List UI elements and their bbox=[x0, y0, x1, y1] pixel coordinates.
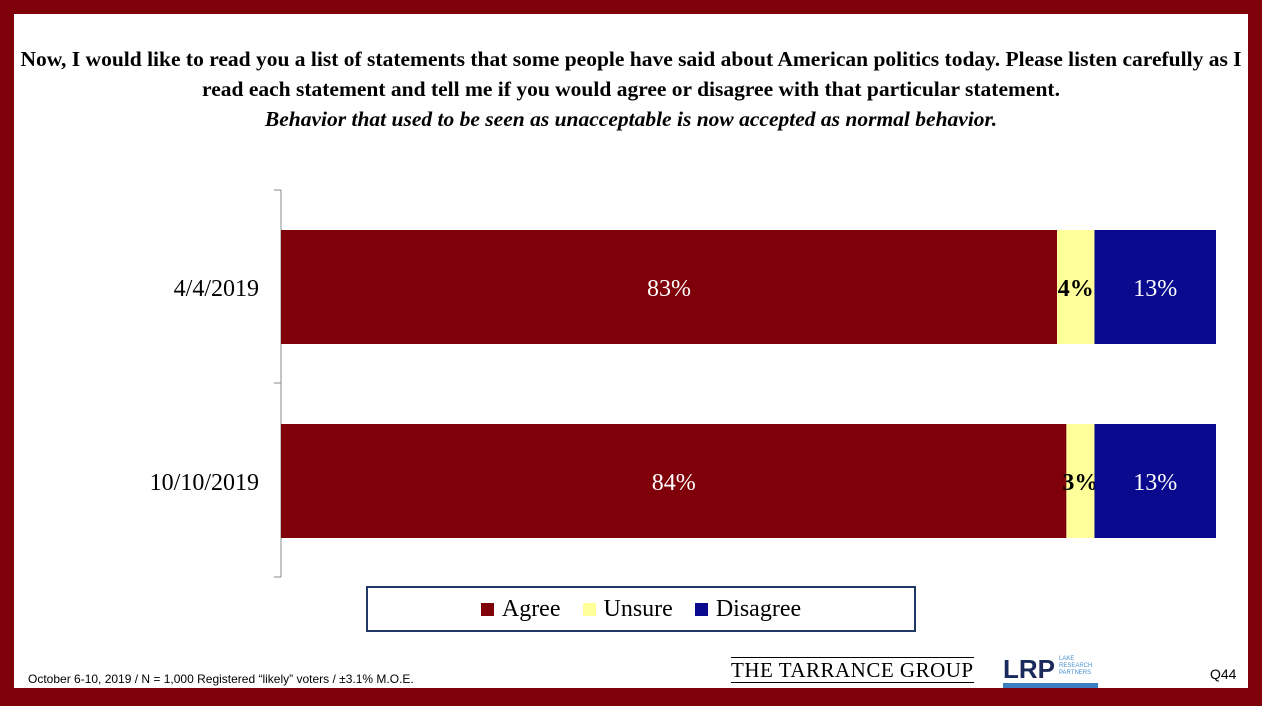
data-label: 13% bbox=[1133, 470, 1177, 496]
chart-subtitle: Behavior that used to be seen as unaccep… bbox=[264, 107, 998, 131]
bar-disagree bbox=[1094, 424, 1216, 538]
bar-unsure bbox=[1066, 424, 1095, 538]
question-number: Q44 bbox=[1210, 666, 1237, 682]
legend-disagree: Disagree bbox=[694, 596, 801, 623]
category-label: 4/4/2019 bbox=[174, 276, 259, 302]
data-label: 3% bbox=[1062, 470, 1098, 496]
category-label: 10/10/2019 bbox=[150, 470, 259, 496]
slide bbox=[14, 14, 1248, 688]
legend: Agree Unsure Disagree bbox=[366, 586, 916, 632]
data-label: 4% bbox=[1058, 276, 1094, 302]
data-label: 84% bbox=[652, 470, 696, 496]
bar-agree bbox=[281, 424, 1067, 538]
data-label: 83% bbox=[647, 276, 691, 302]
footnote: October 6-10, 2019 / N = 1,000 Registere… bbox=[28, 672, 414, 686]
lrp-logo: LRP LAKE RESEARCH PARTNERS bbox=[1003, 656, 1098, 688]
chart-title: Now, I would like to read you a list of … bbox=[0, 44, 1262, 134]
tarrance-logo: THE TARRANCE GROUP bbox=[731, 657, 974, 683]
bar-unsure bbox=[1057, 230, 1095, 344]
legend-agree: Agree bbox=[480, 596, 561, 623]
bar-agree bbox=[281, 230, 1058, 344]
bar-disagree bbox=[1094, 230, 1216, 344]
legend-unsure: Unsure bbox=[582, 596, 673, 623]
data-label: 13% bbox=[1133, 276, 1177, 302]
